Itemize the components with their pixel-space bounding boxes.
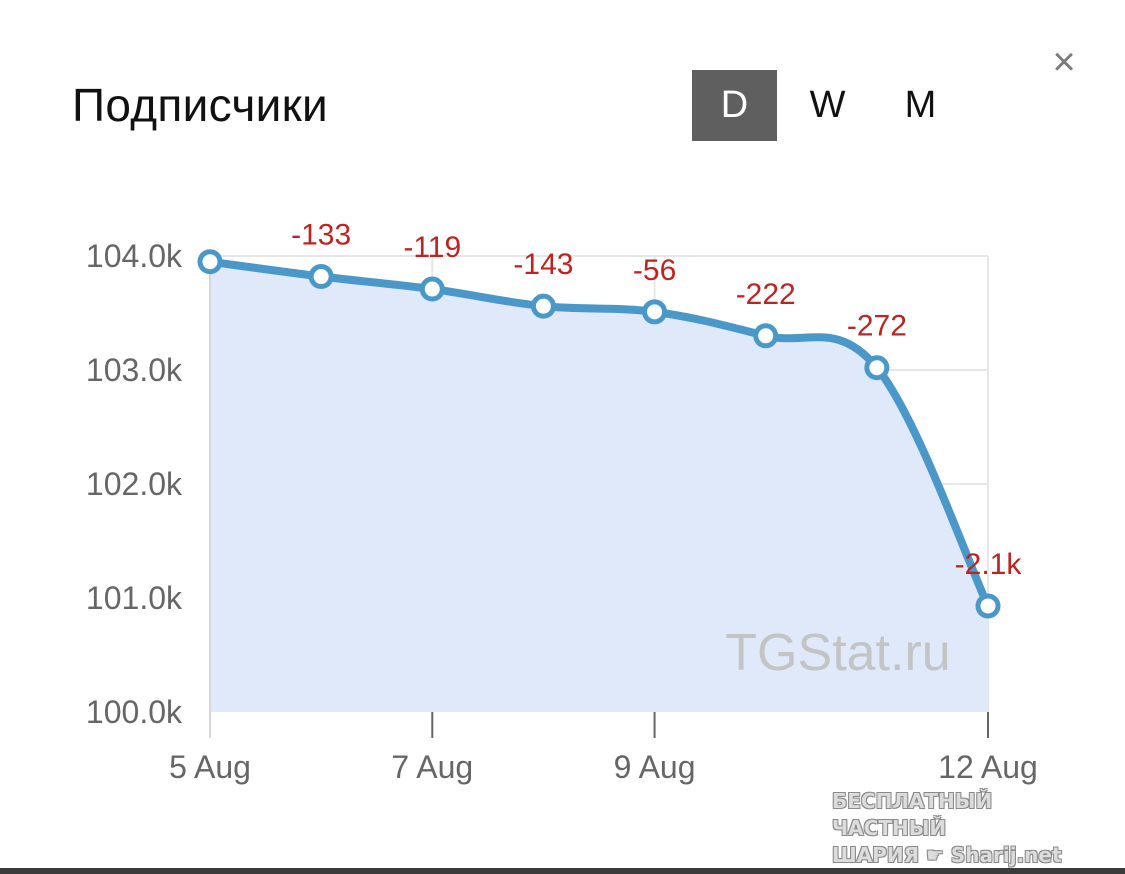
watermark-site: Sharij.net: [950, 843, 1062, 867]
tgstat-watermark: TGStat.ru: [725, 624, 950, 682]
x-tick-label: 7 Aug: [391, 749, 473, 785]
data-point: [642, 299, 668, 325]
data-point: [975, 593, 1001, 619]
delta-label: -222: [736, 278, 796, 311]
y-tick-label: 102.0k: [86, 466, 183, 502]
y-tick-label: 104.0k: [86, 238, 183, 274]
watermark-name: ШАРИЯ: [832, 843, 919, 867]
delta-label: -2.1k: [955, 548, 1023, 581]
delta-label: -56: [633, 254, 676, 287]
delta-label: -119: [403, 231, 461, 264]
tab-week[interactable]: W: [809, 84, 846, 126]
x-tick-label: 5 Aug: [169, 749, 251, 785]
data-point: [530, 293, 556, 319]
close-icon[interactable]: ×: [1052, 40, 1076, 84]
delta-label: -143: [513, 248, 573, 281]
y-tick-label: 100.0k: [86, 694, 183, 730]
data-point: [419, 276, 445, 302]
tab-day[interactable]: D: [692, 70, 777, 141]
pointing-hand-icon: ☛: [925, 843, 944, 867]
corner-watermark: БЕСПЛАТНЫЙ ЧАСТНЫЙ ШАРИЯ ☛ Sharij.net: [832, 788, 1104, 869]
data-point: [753, 323, 779, 349]
tab-month[interactable]: M: [904, 84, 937, 126]
period-tabs: D W M: [692, 70, 971, 141]
data-point: [864, 355, 890, 381]
y-tick-label: 101.0k: [86, 580, 183, 616]
delta-label: -272: [847, 310, 907, 343]
y-tick-label: 103.0k: [86, 352, 183, 388]
x-tick-label: 12 Aug: [938, 749, 1038, 785]
area-fill: [210, 261, 988, 712]
series-line: [209, 257, 992, 608]
data-point: [197, 249, 223, 275]
bottom-bar: [0, 868, 1125, 874]
axis-layer: 100.0k 101.0k 102.0k 103.0k 104.0k 5 Aug 7 Aug…: [86, 238, 1038, 785]
watermark-line-2: ШАРИЯ ☛ Sharij.net: [832, 842, 1104, 869]
data-point: [308, 264, 334, 290]
chart-title: Подписчики: [72, 79, 329, 131]
points-layer: [197, 249, 1001, 619]
x-tick-label: 9 Aug: [614, 749, 696, 785]
delta-label: -133: [291, 219, 351, 252]
labels-layer: -133 -119 -143 -56 -222 -272 -2.1k: [291, 219, 1022, 581]
watermark-line-1: БЕСПЛАТНЫЙ ЧАСТНЫЙ: [832, 789, 993, 840]
